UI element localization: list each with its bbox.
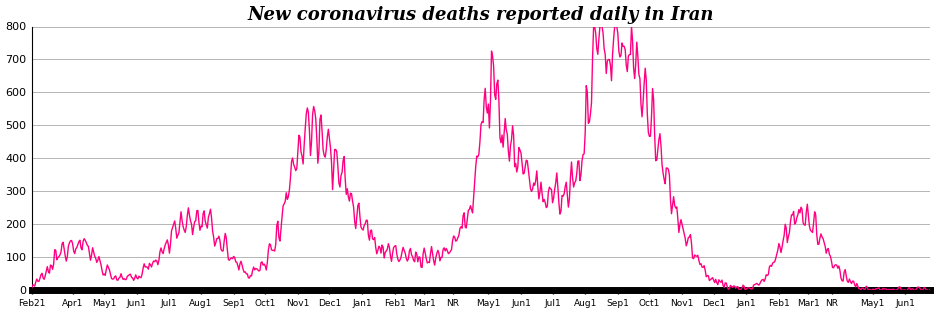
Title: New coronavirus deaths reported daily in Iran: New coronavirus deaths reported daily in… — [248, 6, 714, 24]
